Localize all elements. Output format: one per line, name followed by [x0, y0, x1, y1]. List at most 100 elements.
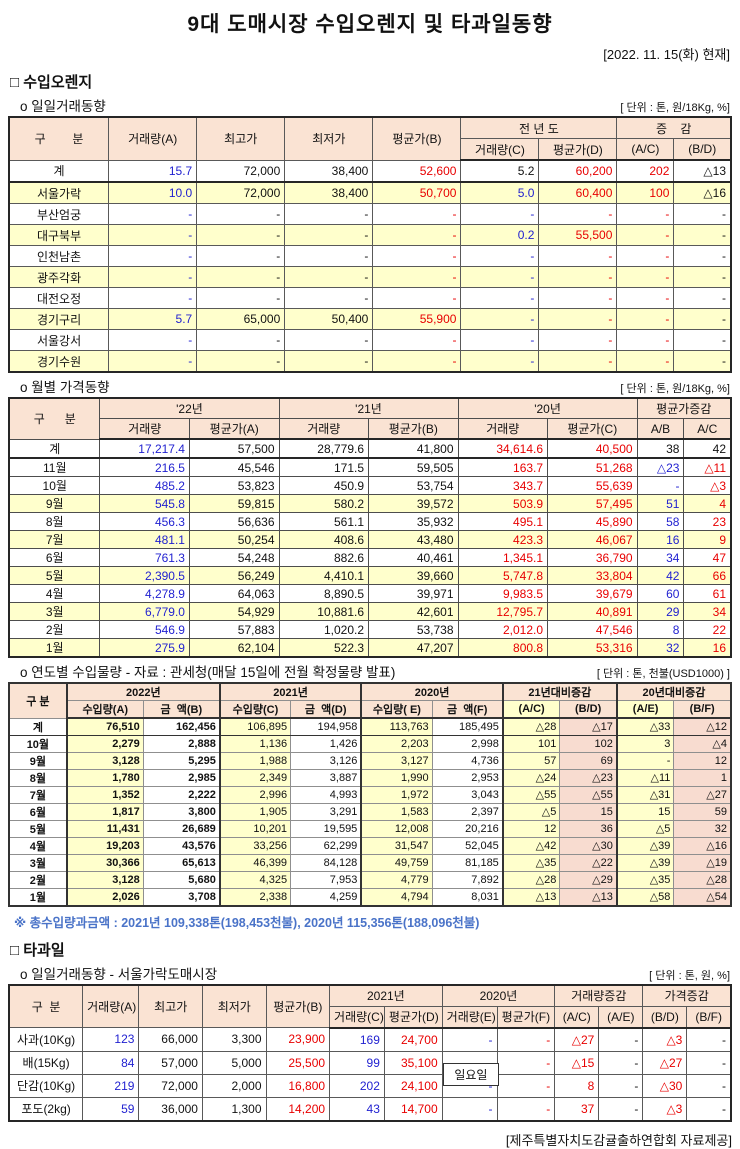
- cell: 57: [501, 751, 561, 770]
- cell: 4,259: [290, 887, 362, 906]
- cell: △28: [673, 870, 732, 889]
- cell: 2,012.0: [457, 620, 549, 639]
- row-label: 사과(10Kg): [8, 1027, 84, 1052]
- table-row: 서울가락 10.0 72,000 38,400 50,700 5.0 60,400 100 △1…: [8, 181, 732, 204]
- cell: 4,993: [290, 785, 362, 804]
- cell: -: [196, 266, 286, 288]
- cell: 46,399: [218, 853, 292, 872]
- cell: 8: [554, 1073, 600, 1098]
- cell: 56,636: [188, 512, 280, 531]
- cell: 65,000: [196, 308, 286, 330]
- cell: -: [598, 1073, 644, 1098]
- table-row: 대구북부 - - - -0.2 55,500- -: [8, 224, 732, 246]
- row-label: 2월: [8, 870, 68, 889]
- table-row: 9월 545.8 59,815 580.2 39,572 503.9 57,495 51 4: [8, 494, 732, 513]
- cell: 12,008: [360, 819, 433, 838]
- cell: -: [284, 350, 374, 373]
- cell: 10,201: [218, 819, 292, 838]
- cell: △12: [673, 717, 732, 736]
- table-row: 8월 456.3 56,636 561.1 35,932 495.1 45,890 58 23: [8, 512, 732, 531]
- row-label: 3월: [8, 853, 68, 872]
- table-row: 2월 3,128 5,680 4,325 7,953 4,779 7,892 △28 △29 △3…: [8, 870, 732, 889]
- cell: 45,890: [547, 512, 638, 531]
- row-label: 3월: [8, 602, 101, 621]
- cell: -: [460, 308, 540, 330]
- cell: 59,815: [188, 494, 280, 513]
- cell: △42: [501, 836, 561, 855]
- cell: 1,352: [65, 785, 144, 804]
- cell: 3,887: [290, 768, 362, 787]
- col-header-ac: A/C: [683, 418, 732, 440]
- cell: △31: [615, 785, 675, 804]
- cell: 11,431: [65, 819, 144, 838]
- fruit-daily-table: 구 분 거래량(A) 최고가 최저가 평균가(B) 2021년 2020년 거래…: [8, 983, 732, 1122]
- cell: 4,794: [360, 887, 433, 906]
- cell: 36: [559, 819, 618, 838]
- cell: 59: [673, 802, 732, 821]
- cell: -: [108, 203, 198, 225]
- cell: 56,249: [188, 566, 280, 585]
- cell: 1,136: [218, 734, 292, 753]
- cell: 62,299: [290, 836, 362, 855]
- cell: 101: [501, 734, 561, 753]
- unit-label-daily: [ 단위 : 톤, 원/18Kg, %]: [620, 102, 730, 114]
- cell: -: [284, 287, 374, 309]
- cell: 66: [683, 566, 732, 585]
- cell: 4,736: [431, 751, 504, 770]
- row-label: 계: [8, 159, 110, 183]
- cell: 15: [559, 802, 618, 821]
- cell: △11: [683, 457, 732, 477]
- cell: -: [460, 350, 540, 373]
- cell: 76,510: [65, 717, 144, 736]
- report-page: { "page": { "title": "9대 도매시장 수입오렌지 및 타과…: [8, 13, 732, 1148]
- sunday-note-overlay: 일요일: [443, 1062, 499, 1086]
- col-header-low: 최저가: [284, 116, 374, 161]
- cell: 24,700: [383, 1027, 443, 1052]
- cell: 546.9: [99, 620, 190, 639]
- row-label: 경기수원: [8, 350, 110, 373]
- cell: 408.6: [278, 530, 370, 549]
- cell: 481.1: [99, 530, 190, 549]
- cell: -: [108, 224, 198, 246]
- cell: -: [441, 1027, 498, 1052]
- table-row: 7월 481.1 50,254 408.6 43,480 423.3 46,067 16 9: [8, 530, 732, 549]
- cell: △13: [559, 887, 618, 906]
- col-header-ac: (A/C): [554, 1005, 600, 1029]
- cell: △4: [673, 734, 732, 753]
- cell: -: [108, 287, 198, 309]
- col-header-volume: 거래량: [99, 418, 190, 440]
- row-label: 4월: [8, 836, 68, 855]
- table-row: 7월 1,352 2,222 2,996 4,993 1,972 3,043 △55 △55 △3…: [8, 785, 732, 804]
- cell: 34: [683, 602, 732, 621]
- col-header-volume: 거래량: [278, 418, 370, 440]
- table-row: 포도(2kg) 59 36,000 1,300 14,200 43 14,700- -37- △…: [8, 1096, 732, 1121]
- cell: 33,804: [547, 566, 638, 585]
- cell: △16: [673, 836, 732, 855]
- col-header-high: 최고가: [138, 984, 203, 1028]
- cell: -: [673, 224, 732, 246]
- col-header-prev-year: 전 년 도: [460, 116, 618, 139]
- cell: -: [538, 266, 618, 288]
- cell: 53,738: [368, 620, 459, 639]
- cell: -: [196, 287, 286, 309]
- cell: 42: [636, 566, 685, 585]
- cell: 37: [554, 1096, 600, 1121]
- col-header-diff-vs-21: 21년대비증감: [501, 682, 618, 701]
- col-header-bf: (B/F): [673, 700, 732, 719]
- cell: 72,000: [196, 159, 286, 183]
- cell: △27: [673, 785, 732, 804]
- col-header-amount-b: 금 액(B): [142, 700, 221, 719]
- col-header-diff-vs-20: 20년대비증감: [615, 682, 732, 701]
- cell: -: [196, 350, 286, 373]
- cell: -: [538, 245, 618, 267]
- row-label: 10월: [8, 734, 68, 753]
- cell: △28: [501, 717, 561, 736]
- cell: 58: [636, 512, 685, 531]
- cell: △30: [559, 836, 618, 855]
- cell: △3: [642, 1027, 688, 1052]
- cell: 4: [683, 494, 732, 513]
- row-label: 광주각화: [8, 266, 110, 288]
- cell: 62,104: [188, 638, 280, 658]
- cell: 7,953: [290, 870, 362, 889]
- row-label: 5월: [8, 566, 101, 585]
